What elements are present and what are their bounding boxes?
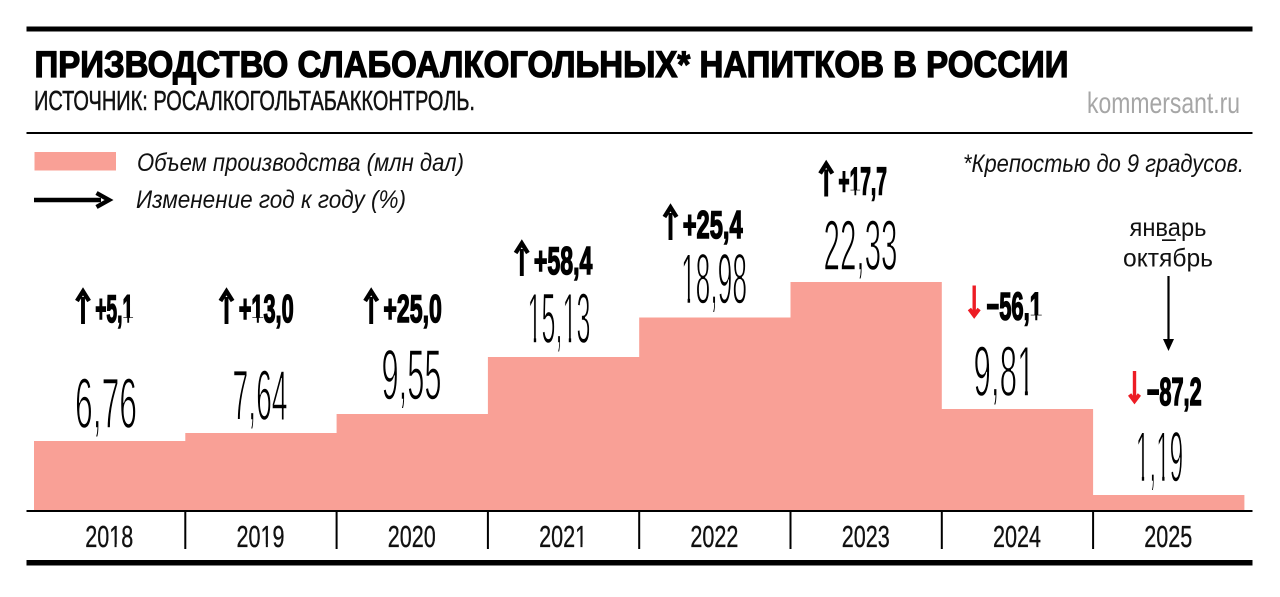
svg-text:+58,4: +58,4	[534, 240, 593, 283]
svg-text:*Крепостью до 9 градусов.: *Крепостью до 9 градусов.	[963, 150, 1244, 178]
svg-text:kommersant.ru: kommersant.ru	[1087, 87, 1240, 120]
svg-text:2021: 2021	[539, 519, 587, 554]
svg-text:ПРИЗВОДСТВО СЛАБОАЛКОГОЛЬНЫХ*: ПРИЗВОДСТВО СЛАБОАЛКОГОЛЬНЫХ* НАПИТКОВ В…	[35, 43, 1069, 85]
svg-text:9,81: 9,81	[974, 331, 1035, 411]
svg-text:−87,2: −87,2	[1147, 371, 1202, 414]
svg-text:Изменение год к году (%): Изменение год к году (%)	[136, 186, 406, 214]
svg-text:2025: 2025	[1144, 519, 1192, 554]
svg-text:2019: 2019	[237, 519, 285, 554]
svg-text:1,19: 1,19	[1136, 419, 1183, 498]
svg-text:2020: 2020	[388, 519, 436, 554]
svg-text:октябрь: октябрь	[1123, 245, 1213, 273]
svg-text:18,98: 18,98	[681, 240, 747, 320]
svg-text:январь: январь	[1130, 214, 1207, 242]
svg-text:2024: 2024	[993, 519, 1041, 554]
svg-text:6,76: 6,76	[75, 363, 137, 443]
svg-text:2022: 2022	[690, 519, 738, 554]
svg-text:–: –	[1162, 225, 1176, 253]
svg-text:+5,1: +5,1	[95, 288, 133, 331]
svg-text:2018: 2018	[85, 519, 133, 554]
svg-text:15,13: 15,13	[528, 279, 591, 359]
svg-text:Объем производства (млн дал): Объем производства (млн дал)	[137, 149, 464, 177]
svg-text:+25,4: +25,4	[683, 204, 743, 247]
svg-text:2023: 2023	[842, 519, 890, 554]
svg-text:+17,7: +17,7	[838, 161, 887, 204]
svg-text:7,64: 7,64	[233, 356, 288, 436]
svg-text:22,33: 22,33	[824, 205, 898, 286]
svg-text:+25,0: +25,0	[383, 288, 442, 331]
svg-text:+13,0: +13,0	[239, 288, 294, 331]
svg-text:−56,1: −56,1	[986, 286, 1042, 329]
svg-text:ИСТОЧНИК: РОСАЛКОГОЛЬТАБАККОНТ: ИСТОЧНИК: РОСАЛКОГОЛЬТАБАККОНТРОЛЬ.	[34, 85, 475, 116]
svg-text:9,55: 9,55	[382, 335, 442, 416]
